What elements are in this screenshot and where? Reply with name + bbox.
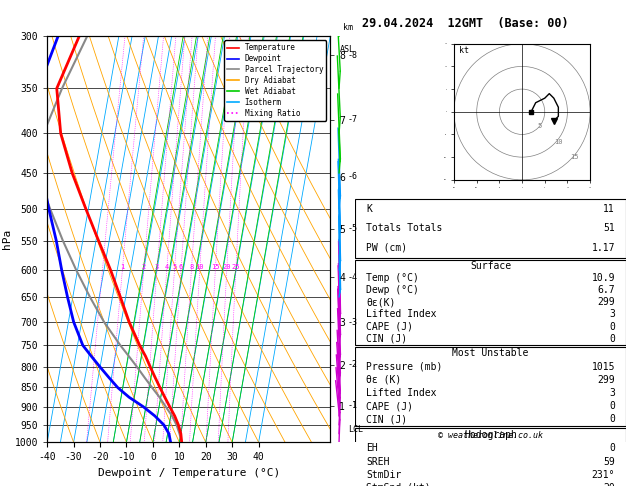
Text: 15: 15	[570, 155, 578, 160]
Text: 0: 0	[609, 334, 615, 344]
Text: 2: 2	[142, 264, 146, 270]
Text: 11: 11	[603, 204, 615, 213]
Text: 6.7: 6.7	[598, 285, 615, 295]
Text: θε (K): θε (K)	[366, 375, 401, 385]
Text: -7: -7	[348, 115, 358, 124]
Text: -6: -6	[348, 173, 358, 181]
Text: 0: 0	[609, 322, 615, 331]
Text: Pressure (mb): Pressure (mb)	[366, 362, 443, 372]
Text: 29.04.2024  12GMT  (Base: 00): 29.04.2024 12GMT (Base: 00)	[362, 17, 568, 30]
Text: ASL: ASL	[340, 45, 355, 53]
Text: 51: 51	[603, 223, 615, 233]
X-axis label: Dewpoint / Temperature (°C): Dewpoint / Temperature (°C)	[97, 468, 280, 478]
Text: 0: 0	[609, 443, 615, 453]
Text: 1015: 1015	[591, 362, 615, 372]
Bar	[355, 347, 626, 426]
Text: 20: 20	[603, 483, 615, 486]
Text: kt: kt	[459, 46, 469, 55]
Text: 5: 5	[538, 122, 542, 129]
Text: -5: -5	[348, 225, 358, 233]
Text: Dewp (°C): Dewp (°C)	[366, 285, 419, 295]
Text: CAPE (J): CAPE (J)	[366, 322, 413, 331]
Text: CAPE (J): CAPE (J)	[366, 401, 413, 411]
Text: 1: 1	[120, 264, 125, 270]
Text: -1: -1	[348, 401, 358, 411]
Text: 3: 3	[609, 388, 615, 398]
Text: km: km	[343, 23, 353, 33]
Text: StmSpd (kt): StmSpd (kt)	[366, 483, 431, 486]
Text: 3: 3	[155, 264, 159, 270]
Text: K: K	[366, 204, 372, 213]
Text: 299: 299	[598, 297, 615, 307]
Text: -3: -3	[348, 317, 358, 327]
Text: CIN (J): CIN (J)	[366, 415, 408, 424]
Text: Lifted Index: Lifted Index	[366, 388, 437, 398]
Text: 6: 6	[179, 264, 183, 270]
Text: -8: -8	[348, 51, 358, 59]
Text: 5: 5	[172, 264, 177, 270]
Text: 20: 20	[223, 264, 231, 270]
Text: EH: EH	[366, 443, 378, 453]
Bar	[355, 260, 626, 345]
Text: SREH: SREH	[366, 456, 390, 467]
Text: Hodograph: Hodograph	[464, 430, 517, 440]
Text: 8: 8	[189, 264, 194, 270]
Text: 10.9: 10.9	[591, 273, 615, 283]
Text: θε(K): θε(K)	[366, 297, 396, 307]
Text: Surface: Surface	[470, 260, 511, 271]
Text: Temp (°C): Temp (°C)	[366, 273, 419, 283]
Text: 231°: 231°	[591, 470, 615, 480]
Text: CIN (J): CIN (J)	[366, 334, 408, 344]
Text: 4: 4	[165, 264, 169, 270]
Text: 1.17: 1.17	[591, 243, 615, 253]
Y-axis label: hPa: hPa	[2, 229, 12, 249]
Text: Totals Totals: Totals Totals	[366, 223, 443, 233]
Text: 25: 25	[231, 264, 240, 270]
Text: 10: 10	[196, 264, 204, 270]
Text: Lifted Index: Lifted Index	[366, 310, 437, 319]
Bar	[355, 428, 626, 486]
Text: Most Unstable: Most Unstable	[452, 348, 529, 359]
Bar	[355, 199, 626, 258]
Text: -2: -2	[348, 361, 358, 369]
Text: 10: 10	[554, 139, 562, 144]
Text: 15: 15	[211, 264, 220, 270]
Text: StmDir: StmDir	[366, 470, 401, 480]
Text: 299: 299	[598, 375, 615, 385]
Text: © weatheronline.co.uk: © weatheronline.co.uk	[438, 431, 543, 440]
Text: LCL: LCL	[348, 425, 363, 434]
Text: 59: 59	[603, 456, 615, 467]
Text: 0: 0	[609, 401, 615, 411]
Text: -4: -4	[348, 273, 358, 282]
Text: PW (cm): PW (cm)	[366, 243, 408, 253]
Legend: Temperature, Dewpoint, Parcel Trajectory, Dry Adiabat, Wet Adiabat, Isotherm, Mi: Temperature, Dewpoint, Parcel Trajectory…	[224, 40, 326, 121]
Text: 3: 3	[609, 310, 615, 319]
Text: 0: 0	[609, 415, 615, 424]
